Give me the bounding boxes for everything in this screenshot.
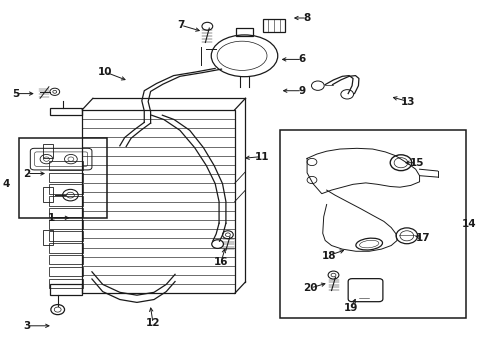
Bar [49,184,83,194]
Bar [49,208,83,217]
Text: 4: 4 [2,179,10,189]
Text: 5: 5 [13,89,20,99]
Text: 18: 18 [321,251,335,261]
Text: 1: 1 [48,213,55,223]
Bar [49,243,83,253]
Bar [49,231,83,241]
Bar [43,144,53,158]
Bar [49,196,83,206]
Bar [49,279,83,288]
Text: 15: 15 [408,158,423,168]
Text: 13: 13 [400,96,415,107]
Bar [263,19,284,32]
Bar [49,267,83,276]
Text: 20: 20 [303,283,317,293]
Text: 7: 7 [177,20,184,30]
Bar [49,255,83,265]
Text: 2: 2 [23,168,30,179]
Bar [235,28,253,36]
Bar [49,220,83,229]
Text: 17: 17 [415,233,429,243]
Text: 10: 10 [98,67,112,77]
Text: 12: 12 [145,318,160,328]
Text: 8: 8 [303,13,310,23]
Text: 6: 6 [298,54,305,64]
Bar [49,172,83,182]
Bar [50,108,81,115]
Bar [19,138,106,218]
Text: 14: 14 [461,219,476,229]
Bar [82,110,234,293]
Text: 3: 3 [23,321,30,331]
Bar [50,284,81,295]
Text: 11: 11 [254,152,268,162]
Bar [43,230,53,245]
Text: 16: 16 [213,257,228,267]
Text: 9: 9 [298,86,305,96]
Text: 19: 19 [343,303,358,313]
Bar [43,187,53,202]
Bar [279,130,465,318]
Bar [49,161,83,170]
